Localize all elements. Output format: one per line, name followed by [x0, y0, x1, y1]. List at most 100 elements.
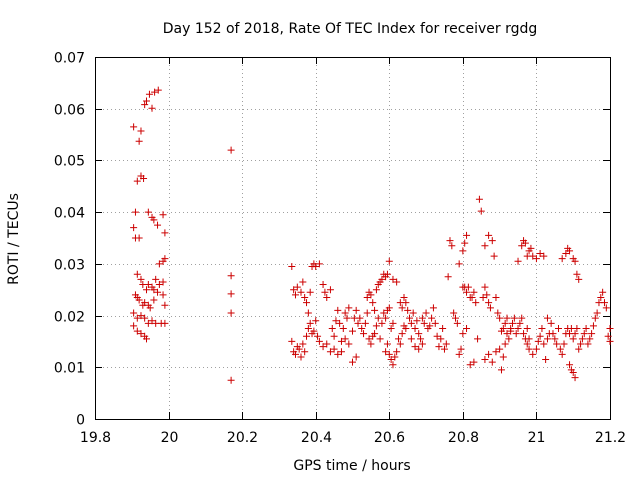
- data-point: [426, 322, 434, 330]
- data-point: [549, 330, 557, 338]
- data-point: [389, 361, 397, 369]
- data-point: [428, 314, 436, 322]
- data-point: [481, 356, 489, 364]
- data-point: [361, 319, 369, 327]
- data-point: [155, 260, 163, 268]
- data-point: [422, 309, 430, 317]
- data-point: [312, 262, 320, 270]
- data-point: [345, 304, 353, 312]
- data-point: [463, 231, 471, 239]
- data-point: [404, 306, 412, 314]
- data-point: [402, 325, 410, 332]
- data-point: [407, 335, 415, 343]
- data-point: [463, 325, 471, 332]
- axis-ticks: [95, 57, 611, 420]
- data-point: [584, 340, 592, 348]
- data-point: [477, 207, 485, 215]
- data-point: [470, 288, 478, 296]
- data-point: [288, 337, 296, 345]
- data-point: [540, 340, 548, 348]
- x-tick-label: 19.8: [80, 430, 111, 446]
- data-point: [536, 250, 544, 258]
- data-point: [389, 275, 397, 283]
- data-point: [227, 376, 235, 384]
- x-tick-labels: 19.8 20 20.2 20.4 20.6 20.8 21 21.2: [80, 430, 626, 446]
- data-point: [507, 325, 515, 332]
- data-point: [297, 288, 305, 296]
- y-tick-labels: 0 0.01 0.02 0.03 0.04 0.05 0.06 0.07: [54, 51, 85, 429]
- data-point: [140, 175, 148, 183]
- data-point: [481, 242, 489, 250]
- data-point: [588, 330, 596, 338]
- data-point: [569, 368, 577, 376]
- data-point: [378, 275, 386, 283]
- data-point: [137, 127, 145, 135]
- data-point: [542, 356, 550, 364]
- data-point: [540, 252, 548, 260]
- data-point: [558, 350, 566, 358]
- data-point: [143, 335, 150, 343]
- data-point: [448, 242, 456, 250]
- data-point: [130, 123, 138, 131]
- data-point: [578, 335, 586, 343]
- data-point: [604, 332, 612, 340]
- data-point: [420, 319, 428, 327]
- y-axis-title: ROTI / TECUs: [6, 193, 22, 285]
- data-point: [161, 301, 169, 309]
- data-point: [505, 335, 513, 343]
- data-point: [303, 299, 311, 307]
- data-point: [485, 350, 493, 358]
- data-point: [514, 257, 522, 265]
- x-tick-label: 20.2: [227, 430, 258, 446]
- data-point: [385, 257, 393, 265]
- data-point: [151, 88, 159, 96]
- data-point: [577, 340, 585, 348]
- data-points: [130, 86, 614, 384]
- data-point: [529, 252, 537, 260]
- data-point: [330, 332, 338, 340]
- data-point: [148, 104, 156, 112]
- data-point: [382, 348, 390, 356]
- data-point: [496, 345, 504, 353]
- data-point: [371, 330, 379, 338]
- data-point: [488, 358, 496, 366]
- data-point: [334, 350, 342, 358]
- data-point: [463, 288, 471, 296]
- data-point: [409, 309, 417, 317]
- data-point: [560, 340, 568, 348]
- data-point: [394, 335, 402, 343]
- data-point: [143, 286, 150, 294]
- data-point: [315, 260, 323, 268]
- y-tick-label: 0.04: [54, 206, 85, 222]
- data-point: [227, 146, 235, 154]
- data-point: [501, 319, 509, 327]
- data-point: [501, 340, 509, 348]
- plot-frame: [95, 57, 611, 420]
- data-point: [551, 335, 559, 343]
- data-point: [150, 296, 158, 304]
- data-point: [470, 358, 478, 366]
- data-point: [323, 293, 331, 301]
- data-point: [571, 374, 579, 382]
- data-point: [130, 224, 138, 232]
- data-point: [383, 340, 391, 348]
- data-point: [411, 343, 419, 351]
- data-point: [571, 257, 579, 265]
- data-point: [352, 306, 360, 314]
- data-point: [319, 343, 327, 351]
- data-point: [328, 325, 336, 332]
- x-tick-label: 20: [161, 430, 179, 446]
- data-point: [606, 337, 614, 345]
- data-point: [382, 314, 390, 322]
- data-point: [343, 314, 351, 322]
- data-point: [475, 195, 483, 203]
- data-point: [372, 322, 380, 330]
- x-tick-label: 21.2: [595, 430, 626, 446]
- data-point: [497, 366, 505, 374]
- data-point: [299, 340, 307, 348]
- data-point: [135, 234, 143, 242]
- data-point: [137, 312, 145, 320]
- data-point: [385, 304, 393, 312]
- data-point: [130, 309, 138, 317]
